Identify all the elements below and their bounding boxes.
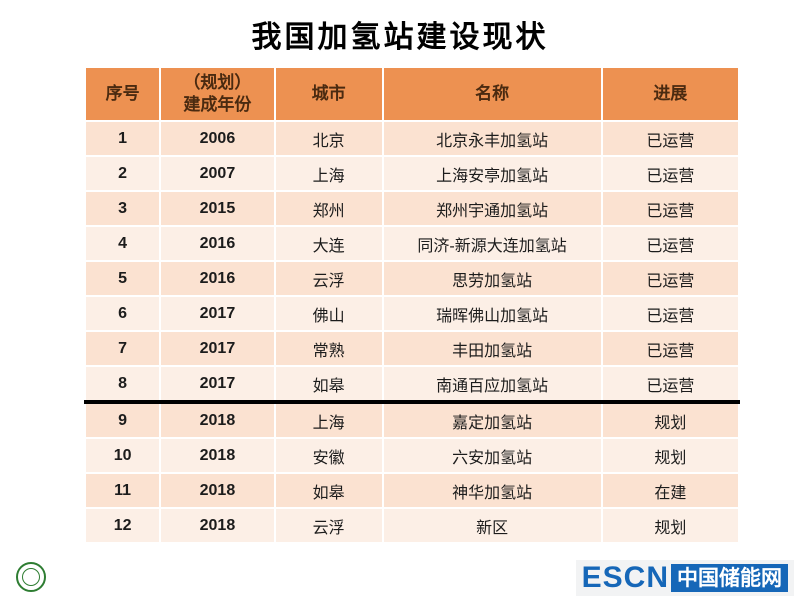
cell-name: 六安加氢站 [381, 437, 603, 474]
header-status: 进展 [600, 66, 741, 122]
seal-logo [16, 562, 46, 592]
cell-name: 思劳加氢站 [381, 260, 603, 297]
cell-no: 11 [83, 472, 162, 509]
cell-year: 2016 [159, 225, 276, 262]
table-row: 1 2006 北京 北京永丰加氢站 已运营 [83, 120, 741, 157]
cell-city: 佛山 [273, 295, 384, 332]
cell-year: 2017 [159, 295, 276, 332]
cell-city: 北京 [273, 120, 384, 157]
cell-status: 已运营 [600, 365, 741, 403]
cell-no: 12 [83, 507, 162, 544]
cell-name: 南通百应加氢站 [381, 365, 603, 403]
cell-name: 丰田加氢站 [381, 330, 603, 367]
cell-no: 3 [83, 190, 162, 227]
cell-year: 2018 [159, 400, 276, 439]
cell-status: 规划 [600, 507, 741, 544]
cell-city: 安徽 [273, 437, 384, 474]
escn-logo: ESCN 中国储能网 [575, 560, 794, 596]
header-city: 城市 [273, 66, 384, 122]
cell-status: 已运营 [600, 225, 741, 262]
table-row: 10 2018 安徽 六安加氢站 规划 [83, 437, 741, 474]
cell-year: 2015 [159, 190, 276, 227]
cell-name: 同济-新源大连加氢站 [381, 225, 603, 262]
cell-city: 如皋 [273, 472, 384, 509]
cell-no: 10 [83, 437, 162, 474]
cell-name: 郑州宇通加氢站 [381, 190, 603, 227]
cell-year: 2018 [159, 472, 276, 509]
cell-year: 2018 [159, 437, 276, 474]
table-row: 12 2018 云浮 新区 规划 [83, 507, 741, 544]
cell-city: 常熟 [273, 330, 384, 367]
cell-status: 已运营 [600, 330, 741, 367]
cell-year: 2006 [159, 120, 276, 157]
cell-no: 1 [83, 120, 162, 157]
cell-no: 5 [83, 260, 162, 297]
table-row: 3 2015 郑州 郑州宇通加氢站 已运营 [83, 190, 741, 227]
cell-year: 2007 [159, 155, 276, 192]
table-row: 4 2016 大连 同济-新源大连加氢站 已运营 [83, 225, 741, 262]
table-row: 2 2007 上海 上海安亭加氢站 已运营 [83, 155, 741, 192]
cell-status: 在建 [600, 472, 741, 509]
cell-no: 9 [83, 400, 162, 439]
header-name: 名称 [381, 66, 603, 122]
escn-logo-cn-box: 中国储能网 [671, 564, 788, 592]
cell-status: 规划 [600, 437, 741, 474]
stations-table-grid: 序号 （规划） 建成年份 城市 名称 进展 1 2006 北京 北京永丰加氢站 已运营 2… [83, 66, 741, 544]
cell-year: 2017 [159, 330, 276, 367]
cell-city: 如皋 [273, 365, 384, 403]
header-year: （规划） 建成年份 [159, 66, 276, 122]
cell-status: 已运营 [600, 260, 741, 297]
page-title: 我国加氢站建设现状 [251, 21, 549, 54]
cell-no: 8 [83, 365, 162, 403]
cell-name: 北京永丰加氢站 [381, 120, 603, 157]
cell-city: 郑州 [273, 190, 384, 227]
table-row: 7 2017 常熟 丰田加氢站 已运营 [83, 330, 741, 367]
cell-name: 嘉定加氢站 [381, 400, 603, 439]
table-row: 5 2016 云浮 思劳加氢站 已运营 [83, 260, 741, 297]
cell-name: 神华加氢站 [381, 472, 603, 509]
cell-year: 2018 [159, 507, 276, 544]
cell-city: 大连 [273, 225, 384, 262]
stations-table: 序号 （规划） 建成年份 城市 名称 进展 1 2006 北京 北京永丰加氢站 已运营 2… [83, 66, 741, 544]
cell-city: 上海 [273, 400, 384, 439]
escn-logo-text: ESCN [581, 561, 669, 594]
seal-logo-inner-ring [22, 568, 40, 586]
cell-name: 新区 [381, 507, 603, 544]
cell-status: 已运营 [600, 295, 741, 332]
table-row: 9 2018 上海 嘉定加氢站 规划 [83, 400, 741, 439]
table-row: 6 2017 佛山 瑞晖佛山加氢站 已运营 [83, 295, 741, 332]
cell-name: 瑞晖佛山加氢站 [381, 295, 603, 332]
cell-no: 2 [83, 155, 162, 192]
table-header-row: 序号 （规划） 建成年份 城市 名称 进展 [83, 66, 741, 122]
cell-status: 规划 [600, 400, 741, 439]
cell-no: 4 [83, 225, 162, 262]
cell-city: 上海 [273, 155, 384, 192]
cell-city: 云浮 [273, 260, 384, 297]
cell-status: 已运营 [600, 155, 741, 192]
cell-city: 云浮 [273, 507, 384, 544]
cell-year: 2016 [159, 260, 276, 297]
cell-no: 6 [83, 295, 162, 332]
table-row: 8 2017 如皋 南通百应加氢站 已运营 [83, 365, 741, 403]
cell-year: 2017 [159, 365, 276, 403]
table-row: 11 2018 如皋 神华加氢站 在建 [83, 472, 741, 509]
table-body: 1 2006 北京 北京永丰加氢站 已运营 2 2007 上海 上海安亭加氢站 已运营 3 2015 郑… [83, 120, 741, 544]
cell-status: 已运营 [600, 120, 741, 157]
cell-no: 7 [83, 330, 162, 367]
header-no: 序号 [83, 66, 162, 122]
cell-status: 已运营 [600, 190, 741, 227]
cell-name: 上海安亭加氢站 [381, 155, 603, 192]
